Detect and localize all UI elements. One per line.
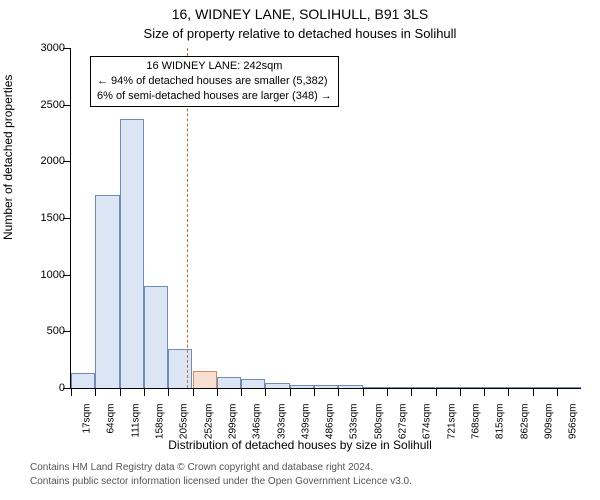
x-tick: [217, 388, 218, 396]
x-tick: [338, 388, 339, 396]
y-tick-label: 1000: [41, 269, 65, 281]
histogram-bar: [120, 119, 144, 388]
x-tick: [120, 388, 121, 396]
chart-title: 16, WIDNEY LANE, SOLIHULL, B91 3LS: [0, 6, 600, 22]
annotation-line: 6% of semi-detached houses are larger (3…: [97, 89, 332, 104]
y-tick-label: 2500: [41, 99, 65, 111]
histogram-bar: [338, 385, 362, 388]
histogram-bar: [265, 383, 289, 388]
histogram-bar: [436, 387, 460, 388]
footer-line-1: Contains HM Land Registry data © Crown c…: [30, 462, 373, 473]
histogram-bar: [460, 387, 484, 388]
x-tick: [95, 388, 96, 396]
x-tick: [193, 388, 194, 396]
x-tick: [484, 388, 485, 396]
x-tick: [71, 388, 72, 396]
x-tick: [144, 388, 145, 396]
y-tick-label: 1500: [41, 212, 65, 224]
footer-line-2: Contains public sector information licen…: [30, 476, 412, 487]
y-tick-label: 500: [47, 325, 65, 337]
chart-container: { "chart": { "type": "histogram", "title…: [0, 0, 600, 500]
y-tick-label: 0: [59, 382, 65, 394]
histogram-bar: [484, 387, 508, 388]
histogram-bar: [508, 387, 532, 388]
x-tick: [363, 388, 364, 396]
histogram-bar: [533, 387, 557, 388]
x-tick: [241, 388, 242, 396]
x-tick: [314, 388, 315, 396]
annotation-title: 16 WIDNEY LANE: 242sqm: [97, 59, 332, 74]
histogram-bar: [411, 387, 435, 388]
x-tick: [533, 388, 534, 396]
x-tick: [557, 388, 558, 396]
histogram-bar: [557, 387, 581, 388]
annotation-box: 16 WIDNEY LANE: 242sqm← 94% of detached …: [90, 56, 339, 107]
histogram-bar: [387, 387, 411, 388]
x-axis-label: Distribution of detached houses by size …: [0, 438, 600, 452]
x-tick: [460, 388, 461, 396]
x-tick: [265, 388, 266, 396]
histogram-bar: [144, 286, 168, 388]
x-tick: [411, 388, 412, 396]
histogram-bar: [290, 385, 314, 388]
annotation-line: ← 94% of detached houses are smaller (5,…: [97, 74, 332, 89]
x-tick: [290, 388, 291, 396]
x-tick: [508, 388, 509, 396]
y-tick-label: 3000: [41, 42, 65, 54]
histogram-bar: [95, 195, 119, 388]
x-tick: [436, 388, 437, 396]
y-axis-label: Number of detached properties: [1, 75, 15, 240]
histogram-bar: [363, 387, 387, 388]
histogram-bar: [71, 373, 95, 388]
histogram-bar: [241, 379, 265, 388]
histogram-bar: [168, 349, 192, 388]
chart-subtitle: Size of property relative to detached ho…: [0, 26, 600, 41]
y-tick-label: 2000: [41, 155, 65, 167]
histogram-bar: [217, 377, 241, 388]
x-tick: [387, 388, 388, 396]
histogram-bar: [314, 385, 338, 388]
x-tick: [168, 388, 169, 396]
histogram-bar-highlight: [193, 371, 217, 388]
